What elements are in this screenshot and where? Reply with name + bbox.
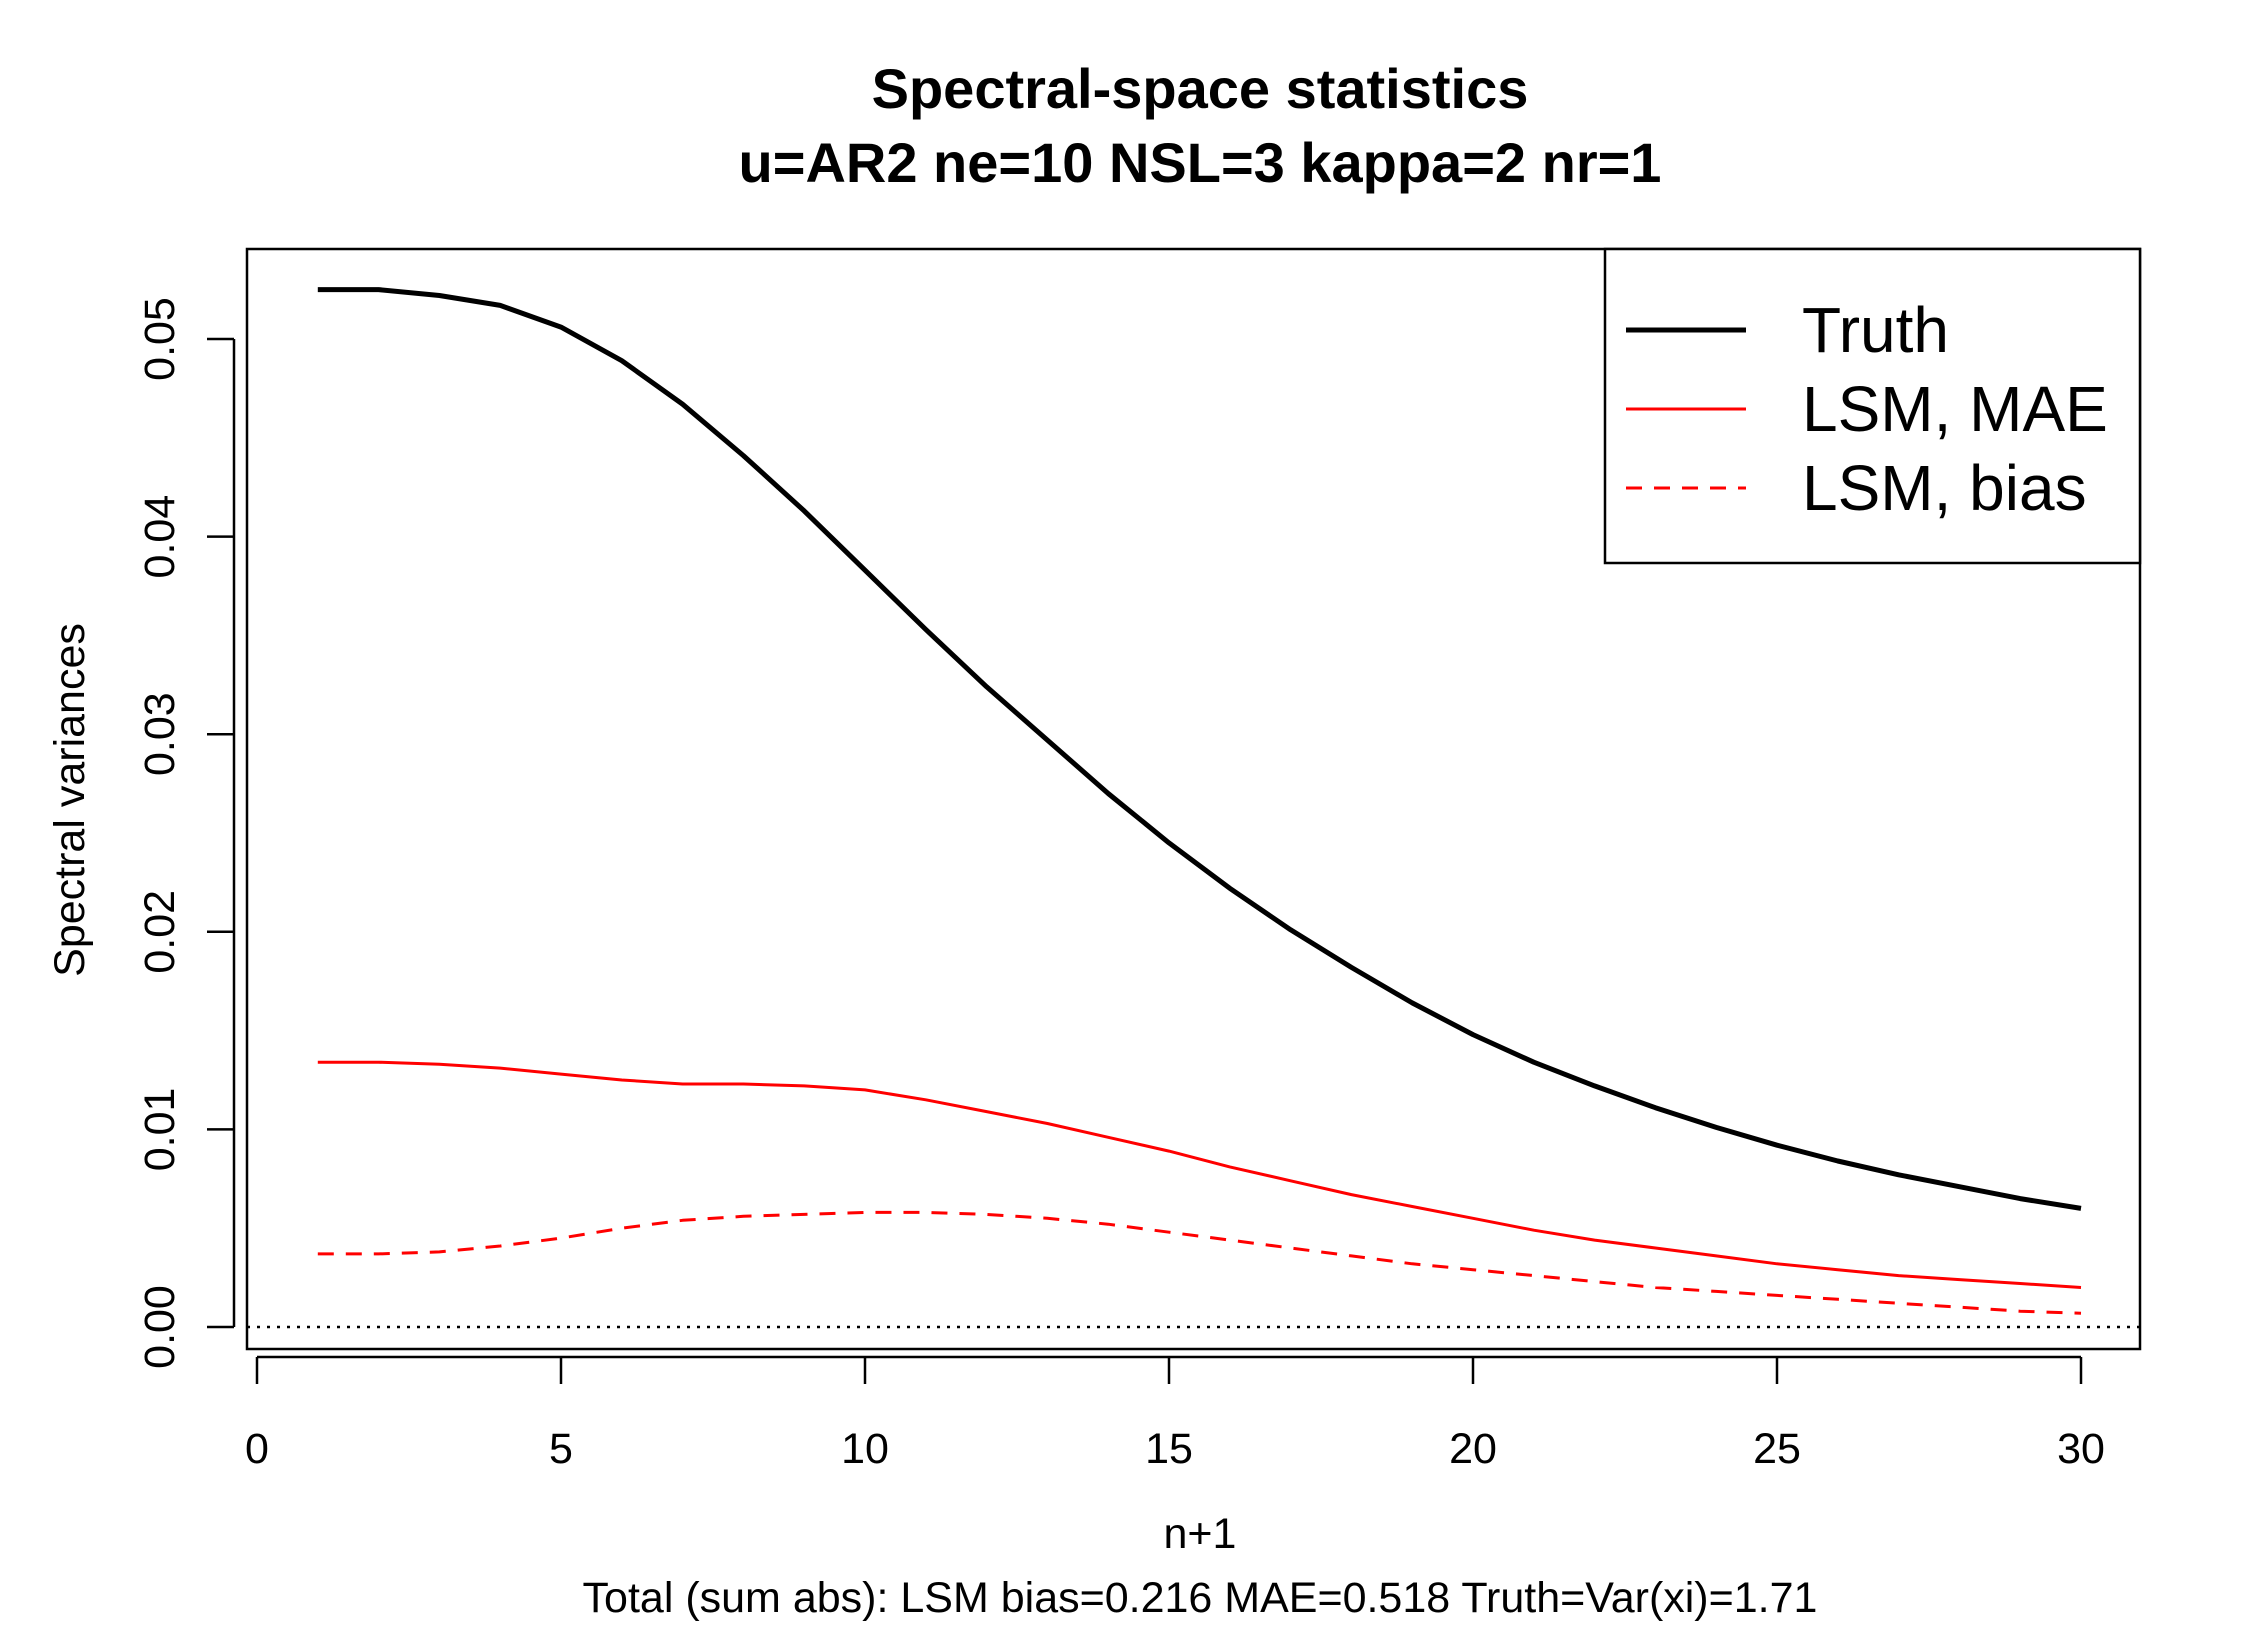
y-axis-label: Spectral variances: [46, 623, 94, 977]
x-tick-label: 15: [1145, 1425, 1193, 1473]
x-tick-label: 25: [1753, 1425, 1801, 1473]
legend-label-truth: Truth: [1802, 294, 1949, 366]
y-tick-label: 0.03: [136, 692, 184, 776]
legend-label-lsm-mae: LSM, MAE: [1802, 373, 2108, 445]
x-axis: 0 5 10 15 20 25 30: [245, 1355, 2105, 1473]
y-tick-label: 0.05: [136, 297, 184, 381]
x-tick-label: 30: [2057, 1425, 2105, 1473]
footer-note: Total (sum abs): LSM bias=0.216 MAE=0.51…: [583, 1574, 1818, 1622]
y-tick-label: 0.01: [136, 1088, 184, 1172]
x-tick-label: 10: [841, 1425, 889, 1473]
x-tick-label: 20: [1449, 1425, 1497, 1473]
x-tick-label: 5: [549, 1425, 573, 1473]
truth-line: [317, 287, 2082, 1211]
lsm-mae-line: [317, 1060, 2082, 1289]
legend-box: [1603, 247, 2142, 565]
y-axis: 0.00 0.01 0.02 0.03 0.04 0.05: [136, 297, 236, 1369]
x-axis-label: n+1: [1164, 1510, 1237, 1558]
y-tick-label: 0.00: [136, 1285, 184, 1369]
y-tick-label: 0.04: [136, 495, 184, 579]
legend-label-lsm-bias: LSM, bias: [1802, 452, 2087, 524]
lsm-bias-line: [317, 1210, 2082, 1315]
chart-title: Spectral-space statistics: [872, 57, 1529, 120]
legend: Truth LSM, MAE LSM, bias: [1603, 247, 2142, 565]
plot-frame: [245, 247, 2142, 1351]
chart-subtitle: u=AR2 ne=10 NSL=3 kappa=2 nr=1: [739, 131, 1662, 194]
x-tick-label: 0: [245, 1425, 269, 1473]
series-layer: [317, 287, 2082, 1315]
y-tick-label: 0.02: [136, 890, 184, 974]
